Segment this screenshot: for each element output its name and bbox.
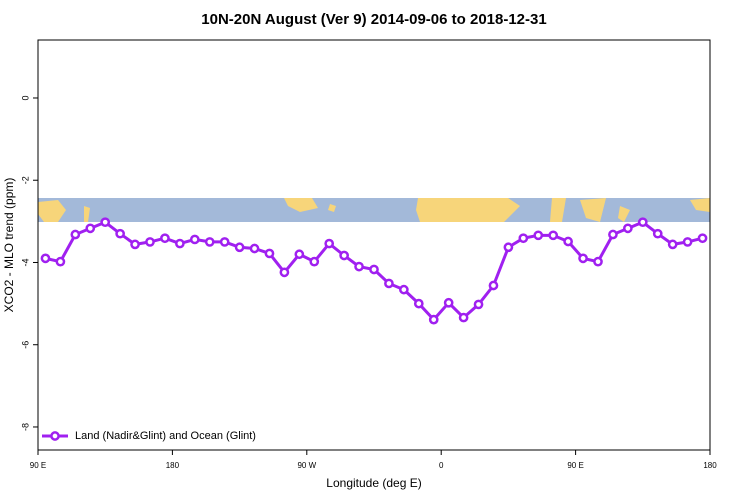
data-point — [234, 242, 245, 253]
data-point — [413, 298, 424, 309]
data-point — [399, 284, 409, 295]
x-axis-label: Longitude (deg E) — [326, 476, 421, 490]
data-point — [175, 238, 185, 249]
x-tick-label: 90 E — [567, 461, 583, 470]
data-point — [637, 217, 648, 228]
data-point — [563, 236, 573, 247]
x-tick-label: 180 — [166, 461, 180, 470]
y-tick-label: -4 — [20, 258, 30, 266]
data-point — [55, 256, 66, 267]
y-tick-label: 0 — [20, 95, 30, 100]
data-point — [578, 253, 588, 264]
data-point — [189, 234, 200, 245]
legend-marker — [50, 431, 60, 441]
data-point — [548, 230, 559, 241]
data-point — [249, 243, 260, 254]
data-point — [339, 250, 349, 261]
y-tick-label: -8 — [20, 423, 30, 431]
data-point — [652, 228, 663, 239]
data-point — [324, 238, 335, 249]
data-point — [608, 229, 618, 240]
y-tick-label: -6 — [20, 341, 30, 349]
data-point — [473, 299, 484, 310]
data-point — [294, 249, 305, 260]
x-tick-label: 180 — [703, 461, 717, 470]
data-point — [458, 312, 469, 323]
data-point — [279, 267, 290, 278]
data-point — [697, 233, 708, 244]
data-point — [130, 239, 140, 250]
data-point — [100, 217, 111, 228]
y-tick-label: -2 — [20, 176, 30, 184]
data-point — [264, 248, 275, 259]
data-point — [70, 229, 81, 240]
data-point — [518, 233, 529, 244]
chart-title: 10N-20N August (Ver 9) 2014-09-06 to 201… — [201, 11, 546, 28]
data-point — [667, 239, 678, 250]
data-point — [204, 237, 215, 247]
data-point — [503, 242, 514, 253]
data-point — [488, 280, 499, 291]
data-point — [85, 223, 96, 234]
data-point — [682, 237, 693, 247]
data-point — [593, 256, 603, 267]
legend-label: Land (Nadir&Glint) and Ocean (Glint) — [75, 430, 256, 442]
x-tick-label: 0 — [439, 461, 444, 470]
data-point — [354, 261, 364, 272]
data-point — [369, 264, 379, 275]
y-axis-label: XCO2 - MLO trend (ppm) — [2, 178, 16, 313]
data-point — [428, 314, 439, 325]
data-point — [219, 237, 230, 247]
data-point — [145, 237, 155, 247]
data-point — [533, 230, 544, 241]
map-strip — [38, 198, 710, 222]
plot-frame — [37, 39, 711, 451]
data-point — [384, 278, 394, 289]
x-tick-label: 90 W — [297, 461, 316, 470]
data-point — [623, 223, 633, 234]
data-point — [115, 228, 125, 239]
data-point — [40, 253, 51, 264]
data-point — [309, 256, 320, 267]
data-point — [443, 297, 454, 308]
x-tick-label: 90 E — [30, 461, 46, 470]
data-point — [160, 233, 170, 244]
